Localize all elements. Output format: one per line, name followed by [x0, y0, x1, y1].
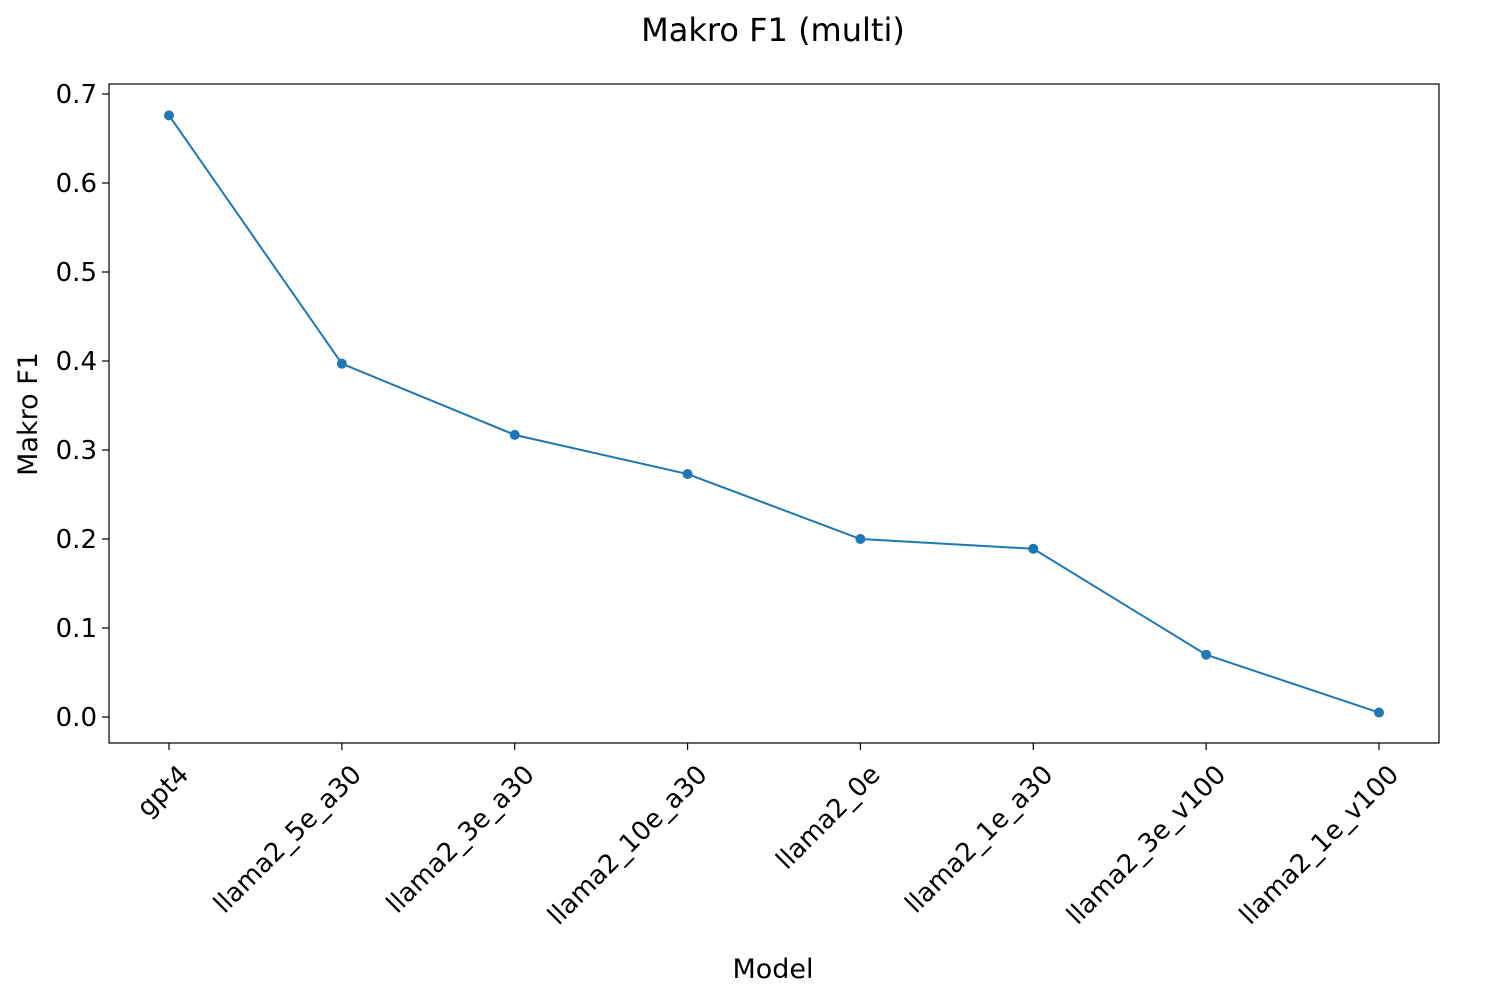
y-tick-label: 0.0	[56, 703, 97, 733]
y-axis-label: Makro F1	[13, 352, 44, 476]
x-axis-label: Model	[732, 954, 813, 985]
chart-title: Makro F1 (multi)	[641, 11, 905, 49]
plot-area	[164, 110, 1384, 718]
y-tick-label: 0.7	[56, 80, 97, 110]
y-tick-label: 0.3	[56, 436, 97, 466]
y-axis: 0.0 0.1 0.2 0.3 0.4 0.5 0.6 0.7	[56, 80, 109, 733]
data-point	[164, 110, 174, 121]
y-tick-label: 0.1	[56, 614, 97, 644]
data-point	[682, 469, 693, 480]
data-point	[1028, 543, 1039, 554]
y-tick-label: 0.5	[56, 258, 97, 288]
series-line	[168, 114, 1380, 714]
data-point	[336, 358, 347, 369]
y-tick-label: 0.4	[56, 347, 97, 377]
y-tick-label: 0.6	[56, 169, 97, 199]
data-point	[509, 429, 520, 440]
plot-frame	[108, 83, 1440, 744]
y-tick-label: 0.2	[56, 525, 97, 555]
data-point	[1201, 649, 1212, 660]
data-point	[1374, 707, 1384, 718]
data-point	[855, 534, 866, 544]
